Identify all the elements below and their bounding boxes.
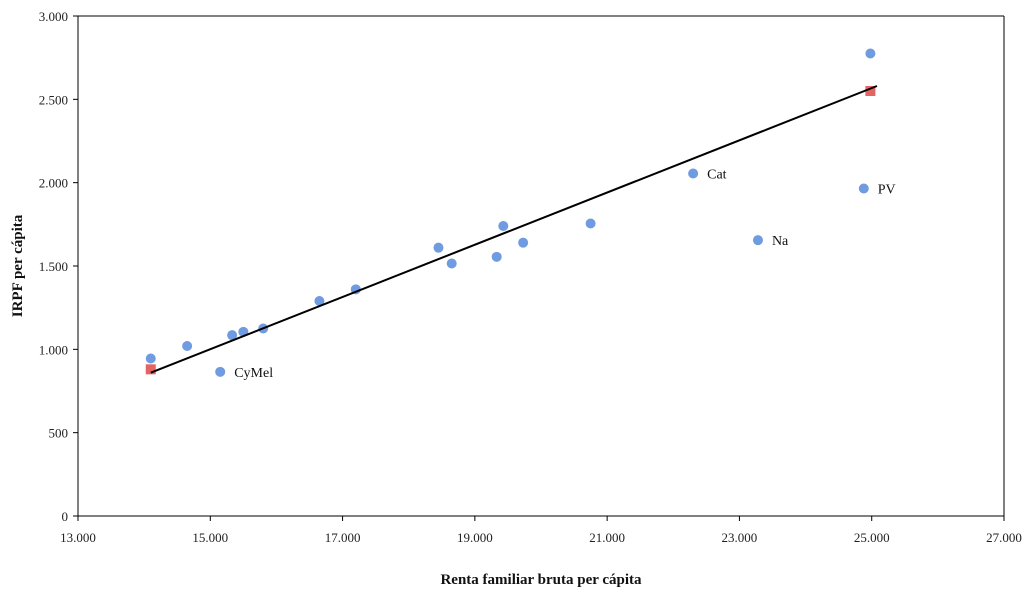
x-tick-label: 25.000 — [854, 530, 890, 545]
x-axis-title: Renta familiar bruta per cápita — [440, 572, 642, 588]
chart-marks: CyMel Cat Na PV — [145, 48, 896, 381]
y-tick-label: 2.000 — [39, 176, 68, 191]
y-tick-label: 3.000 — [39, 9, 68, 24]
x-tick-label: 21.000 — [589, 530, 625, 545]
point-label: Cat — [707, 168, 727, 183]
x-tick-label: 27.000 — [986, 530, 1022, 545]
data-point — [585, 218, 596, 229]
trend-line — [150, 85, 878, 374]
data-point — [446, 258, 457, 269]
y-axis-title: IRPF per cápita — [10, 214, 26, 317]
x-tick-label: 13.000 — [60, 530, 96, 545]
axis-ticks: 13.000 15.000 17.000 19.000 21.000 23.000 25.0… — [39, 9, 1022, 545]
data-point — [688, 168, 699, 179]
data-point — [145, 353, 156, 364]
y-tick-label: 0 — [62, 509, 69, 524]
data-point — [518, 237, 529, 248]
data-point — [865, 48, 876, 59]
data-point — [858, 183, 869, 194]
x-tick-label: 15.000 — [192, 530, 228, 545]
data-point — [227, 330, 238, 341]
y-tick-label: 1.000 — [39, 342, 68, 357]
x-tick-label: 23.000 — [722, 530, 758, 545]
data-point — [215, 366, 226, 377]
data-point — [752, 235, 763, 246]
y-tick-label: 500 — [49, 426, 69, 441]
x-tick-label: 17.000 — [325, 530, 361, 545]
data-point — [433, 242, 444, 253]
data-point — [491, 251, 502, 262]
point-label: CyMel — [234, 366, 273, 381]
square-point — [865, 86, 876, 96]
data-point — [498, 221, 509, 231]
point-label: Na — [772, 234, 789, 249]
x-tick-label: 19.000 — [457, 530, 493, 545]
data-point — [314, 296, 325, 306]
y-tick-label: 2.500 — [39, 92, 68, 107]
square-point — [145, 364, 156, 375]
y-tick-label: 1.500 — [39, 259, 68, 274]
point-label: PV — [878, 183, 896, 198]
data-point — [182, 341, 193, 351]
